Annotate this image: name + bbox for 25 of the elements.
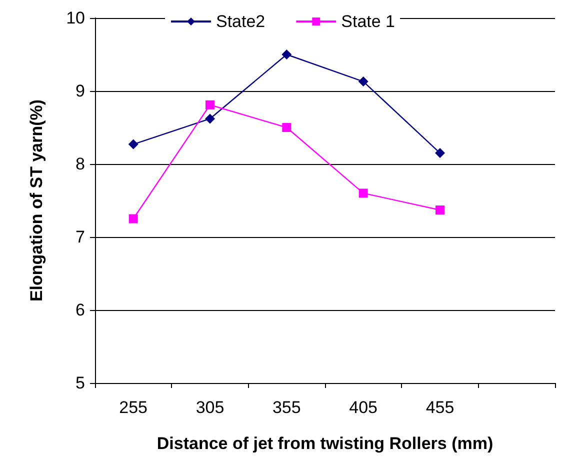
y-axis-title: Elongation of ST yarn(%) (27, 99, 46, 302)
point (358, 188, 368, 198)
point (282, 123, 292, 132)
point (205, 114, 215, 124)
y-tick-label: 6 (76, 300, 85, 320)
y-tick-label: 10 (66, 8, 85, 28)
point (436, 205, 444, 214)
x-tick-label: 405 (349, 398, 378, 417)
x-tick-label: 455 (426, 398, 454, 417)
point (282, 50, 292, 60)
x-tick-label: 305 (196, 398, 224, 417)
legend-label: State 1 (341, 12, 396, 31)
point (358, 76, 368, 87)
point (206, 100, 214, 110)
y-tick-label: 7 (76, 228, 85, 246)
y-tick-label: 9 (76, 82, 85, 100)
legend-label: State2 (216, 12, 266, 31)
x-axis-title: Distance of jet from twisting Rollers (mm) (156, 434, 494, 453)
point (128, 139, 138, 150)
y-tick-label: 5 (76, 374, 85, 392)
x-tick-label: 255 (119, 398, 148, 417)
x-tick-label: 355 (272, 398, 301, 417)
point (435, 148, 445, 158)
y-tick-label: 8 (76, 154, 85, 174)
point (128, 214, 138, 224)
